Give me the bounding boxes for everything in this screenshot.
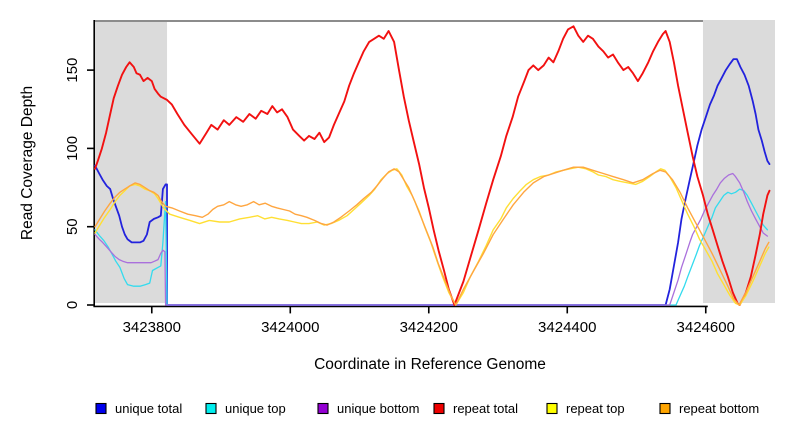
legend-swatch-repeat-top <box>546 402 558 415</box>
shaded-regions <box>95 20 775 303</box>
series-line-unique-total <box>94 58 771 306</box>
y-tick-label: 50 <box>64 218 81 235</box>
shaded-region <box>702 20 775 303</box>
legend-swatch-repeat-bottom <box>659 402 671 415</box>
legend-swatch-repeat-total <box>433 402 445 415</box>
series-line-unique-top <box>94 188 769 306</box>
x-axis-title: Coordinate in Reference Genome <box>314 356 546 373</box>
y-tick-label: 150 <box>64 58 81 83</box>
y-tick-label: 100 <box>64 136 81 161</box>
legend-label-unique-top: unique top <box>225 401 286 416</box>
y-tick-label: 0 <box>64 301 81 309</box>
x-tick-label: 3424400 <box>538 319 596 336</box>
legend-swatch-unique-top <box>205 402 217 415</box>
legend-label-repeat-bottom: repeat bottom <box>679 401 759 416</box>
shaded-region <box>95 20 168 303</box>
series-line-repeat-total <box>94 25 771 306</box>
x-tick-label: 3424000 <box>261 319 319 336</box>
series-line-repeat-top <box>94 166 770 306</box>
series-line-repeat-bottom <box>94 166 770 306</box>
legend-swatch-unique-bottom <box>317 402 329 415</box>
x-tick-label: 3423800 <box>123 319 181 336</box>
x-tick-label: 3424200 <box>400 319 458 336</box>
x-tick-label: 3424600 <box>677 319 735 336</box>
legend-swatch-unique-total <box>95 402 107 415</box>
legend: unique total unique top unique bottom repea… <box>95 401 759 416</box>
legend-label-unique-bottom: unique bottom <box>337 401 419 416</box>
legend-label-repeat-top: repeat top <box>566 401 625 416</box>
legend-label-repeat-total: repeat total <box>453 401 518 416</box>
series-line-unique-bottom <box>94 172 769 306</box>
series-lines <box>94 25 771 306</box>
legend-label-unique-total: unique total <box>115 401 182 416</box>
axes: 0 50 100 150 3423800 3424000 3424200 3424400 342… <box>64 20 735 336</box>
y-axis-title: Read Coverage Depth <box>19 86 36 240</box>
